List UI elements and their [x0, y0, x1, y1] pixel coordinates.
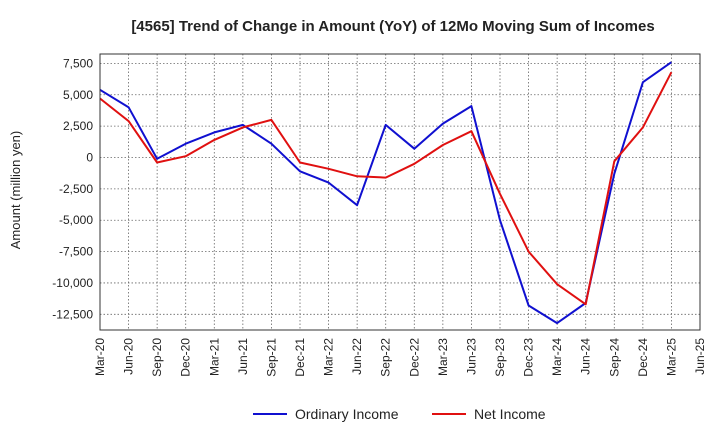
grid	[100, 54, 700, 330]
x-tick-label: Sep-24	[607, 338, 621, 377]
x-tick-label: Mar-21	[207, 338, 221, 376]
y-tick-label: -5,000	[59, 213, 93, 227]
x-tick-label: Mar-22	[322, 338, 336, 376]
series-line-ordinary-income	[99, 61, 672, 325]
y-tick-labels: 7,500 5,000 2,500 0 -2,500 -5,000 -7,500 -10,00…	[52, 56, 93, 321]
x-tick-label: Dec-22	[407, 338, 421, 377]
series-line-net-income	[99, 71, 673, 306]
x-tick-label: Jun-25	[693, 338, 707, 375]
y-tick-label: -10,000	[52, 276, 93, 290]
x-tick-labels: Mar-20 Jun-20 Sep-20 Dec-20 Mar-21 Jun-21 Sep-…	[93, 338, 707, 377]
x-tick-label: Mar-20	[93, 338, 107, 376]
x-tick-label: Dec-20	[179, 338, 193, 377]
x-tick-label: Dec-23	[522, 338, 536, 377]
x-tick-label: Mar-25	[664, 338, 678, 376]
y-tick-label: -12,500	[52, 307, 93, 321]
legend-label-net-income: Net Income	[474, 406, 546, 422]
x-tick-label: Dec-21	[293, 338, 307, 377]
x-tick-label: Mar-23	[436, 338, 450, 376]
x-tick-label: Sep-23	[493, 338, 507, 377]
x-tick-label: Jun-22	[350, 338, 364, 375]
x-tick-label: Jun-20	[122, 338, 136, 375]
x-tick-label: Sep-22	[379, 338, 393, 377]
legend-label-ordinary-income: Ordinary Income	[295, 406, 399, 422]
y-tick-label: 2,500	[63, 119, 93, 133]
x-tick-label: Sep-20	[150, 338, 164, 377]
x-tick-label: Jun-24	[579, 338, 593, 375]
y-tick-label: 7,500	[63, 56, 93, 70]
x-tick-label: Dec-24	[636, 338, 650, 377]
plot-area-frame	[99, 53, 701, 331]
y-axis-title: Amount (million yen)	[8, 131, 23, 250]
legend: Ordinary Income Net Income	[253, 406, 546, 422]
y-tick-label: -7,500	[59, 245, 93, 259]
y-tick-label: 0	[86, 151, 93, 165]
x-tick-label: Sep-21	[264, 338, 278, 377]
series-group	[99, 61, 673, 325]
x-tick-label: Jun-23	[464, 338, 478, 375]
x-tick-label: Jun-21	[236, 338, 250, 375]
x-tick-label: Mar-24	[550, 338, 564, 376]
chart-title: [4565] Trend of Change in Amount (YoY) o…	[131, 18, 654, 35]
y-tick-label: -2,500	[59, 182, 93, 196]
y-tick-label: 5,000	[63, 88, 93, 102]
